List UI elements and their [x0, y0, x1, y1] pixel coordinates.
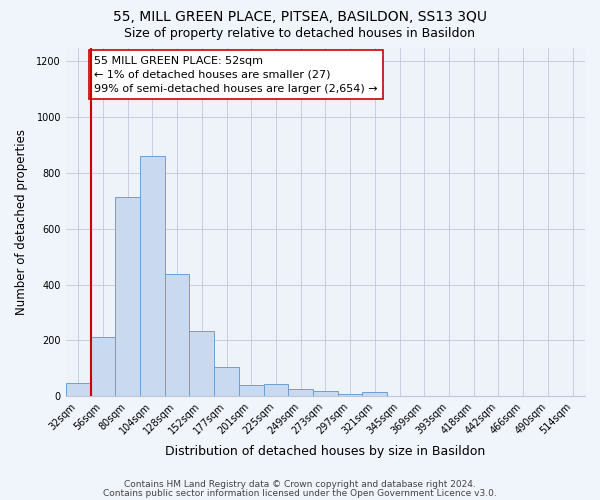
Bar: [289, 390, 313, 396]
Bar: [338, 394, 362, 396]
Bar: [263, 384, 289, 396]
Bar: [190, 331, 214, 396]
Bar: [115, 197, 140, 396]
Bar: [165, 274, 190, 396]
Y-axis label: Number of detached properties: Number of detached properties: [15, 129, 28, 315]
X-axis label: Distribution of detached houses by size in Basildon: Distribution of detached houses by size …: [165, 444, 485, 458]
Bar: [313, 392, 338, 396]
Bar: [214, 367, 239, 396]
Bar: [239, 384, 263, 396]
Text: 55 MILL GREEN PLACE: 52sqm
← 1% of detached houses are smaller (27)
99% of semi-: 55 MILL GREEN PLACE: 52sqm ← 1% of detac…: [94, 56, 378, 94]
Bar: [91, 337, 115, 396]
Bar: [140, 156, 165, 396]
Text: 55, MILL GREEN PLACE, PITSEA, BASILDON, SS13 3QU: 55, MILL GREEN PLACE, PITSEA, BASILDON, …: [113, 10, 487, 24]
Bar: [66, 383, 91, 396]
Bar: [362, 392, 387, 396]
Text: Contains public sector information licensed under the Open Government Licence v3: Contains public sector information licen…: [103, 488, 497, 498]
Text: Size of property relative to detached houses in Basildon: Size of property relative to detached ho…: [125, 28, 476, 40]
Text: Contains HM Land Registry data © Crown copyright and database right 2024.: Contains HM Land Registry data © Crown c…: [124, 480, 476, 489]
